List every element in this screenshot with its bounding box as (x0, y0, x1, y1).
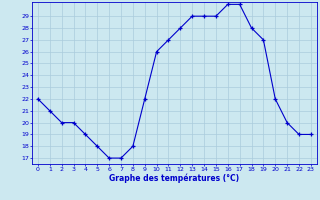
X-axis label: Graphe des températures (°C): Graphe des températures (°C) (109, 173, 239, 183)
